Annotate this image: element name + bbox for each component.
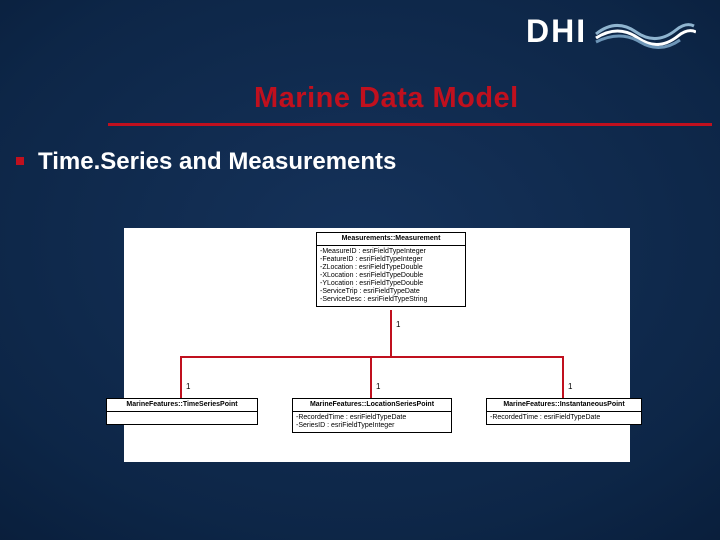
uml-attr: -FeatureID : esriFieldTypeInteger xyxy=(320,256,462,264)
uml-attr: -YLocation : esriFieldTypeDouble xyxy=(320,280,462,288)
uml-child-title: MarineFeatures::TimeSeriesPoint xyxy=(107,399,257,412)
uml-attr: -MeasureID : esriFieldTypeInteger xyxy=(320,248,462,256)
uml-diagram: Measurements::Measurement -MeasureID : e… xyxy=(124,228,630,462)
uml-attr: -RecordedTime : esriFieldTypeDate xyxy=(296,414,448,422)
slide: DHI Marine Data Model Time.Series and Me… xyxy=(0,0,720,540)
uml-connector xyxy=(390,310,392,356)
uml-child-mult: 1 xyxy=(376,382,380,391)
uml-connector xyxy=(370,356,372,398)
dhi-logo: DHI xyxy=(526,12,696,52)
uml-child-box: MarineFeatures::LocationSeriesPoint -Rec… xyxy=(292,398,452,433)
uml-child-box: MarineFeatures::InstantaneousPoint -Reco… xyxy=(486,398,642,425)
dhi-logo-svg: DHI xyxy=(526,12,696,52)
uml-attr: -XLocation : esriFieldTypeDouble xyxy=(320,272,462,280)
uml-connector xyxy=(180,356,182,398)
uml-parent-box: Measurements::Measurement -MeasureID : e… xyxy=(316,232,466,307)
uml-attr: -RecordedTime : esriFieldTypeDate xyxy=(490,414,638,422)
title-underline xyxy=(108,123,712,126)
logo-text: DHI xyxy=(526,13,587,49)
uml-child-title: MarineFeatures::LocationSeriesPoint xyxy=(293,399,451,412)
bullet-line: Time.Series and Measurements xyxy=(16,148,396,176)
uml-child-title: MarineFeatures::InstantaneousPoint xyxy=(487,399,641,412)
uml-parent-mult: 1 xyxy=(396,320,400,329)
uml-child-box: MarineFeatures::TimeSeriesPoint xyxy=(106,398,258,425)
uml-attr: -ServiceTrip : esriFieldTypeDate xyxy=(320,288,462,296)
uml-connector xyxy=(562,356,564,398)
uml-child-mult: 1 xyxy=(186,382,190,391)
uml-child-attrs: -RecordedTime : esriFieldTypeDate xyxy=(487,412,641,424)
bullet-text: Time.Series and Measurements xyxy=(38,148,396,175)
uml-child-mult: 1 xyxy=(568,382,572,391)
bullet-marker xyxy=(16,157,24,165)
uml-connector xyxy=(180,356,564,358)
uml-parent-title: Measurements::Measurement xyxy=(317,233,465,246)
uml-attr: -ServiceDesc : esriFieldTypeString xyxy=(320,296,462,304)
uml-attr: -ZLocation : esriFieldTypeDouble xyxy=(320,264,462,272)
uml-child-attrs xyxy=(107,412,257,424)
uml-attr: -SeriesID : esriFieldTypeInteger xyxy=(296,422,448,430)
uml-parent-attrs: -MeasureID : esriFieldTypeInteger -Featu… xyxy=(317,246,465,306)
uml-child-attrs: -RecordedTime : esriFieldTypeDate -Serie… xyxy=(293,412,451,432)
slide-title: Marine Data Model xyxy=(254,82,519,115)
